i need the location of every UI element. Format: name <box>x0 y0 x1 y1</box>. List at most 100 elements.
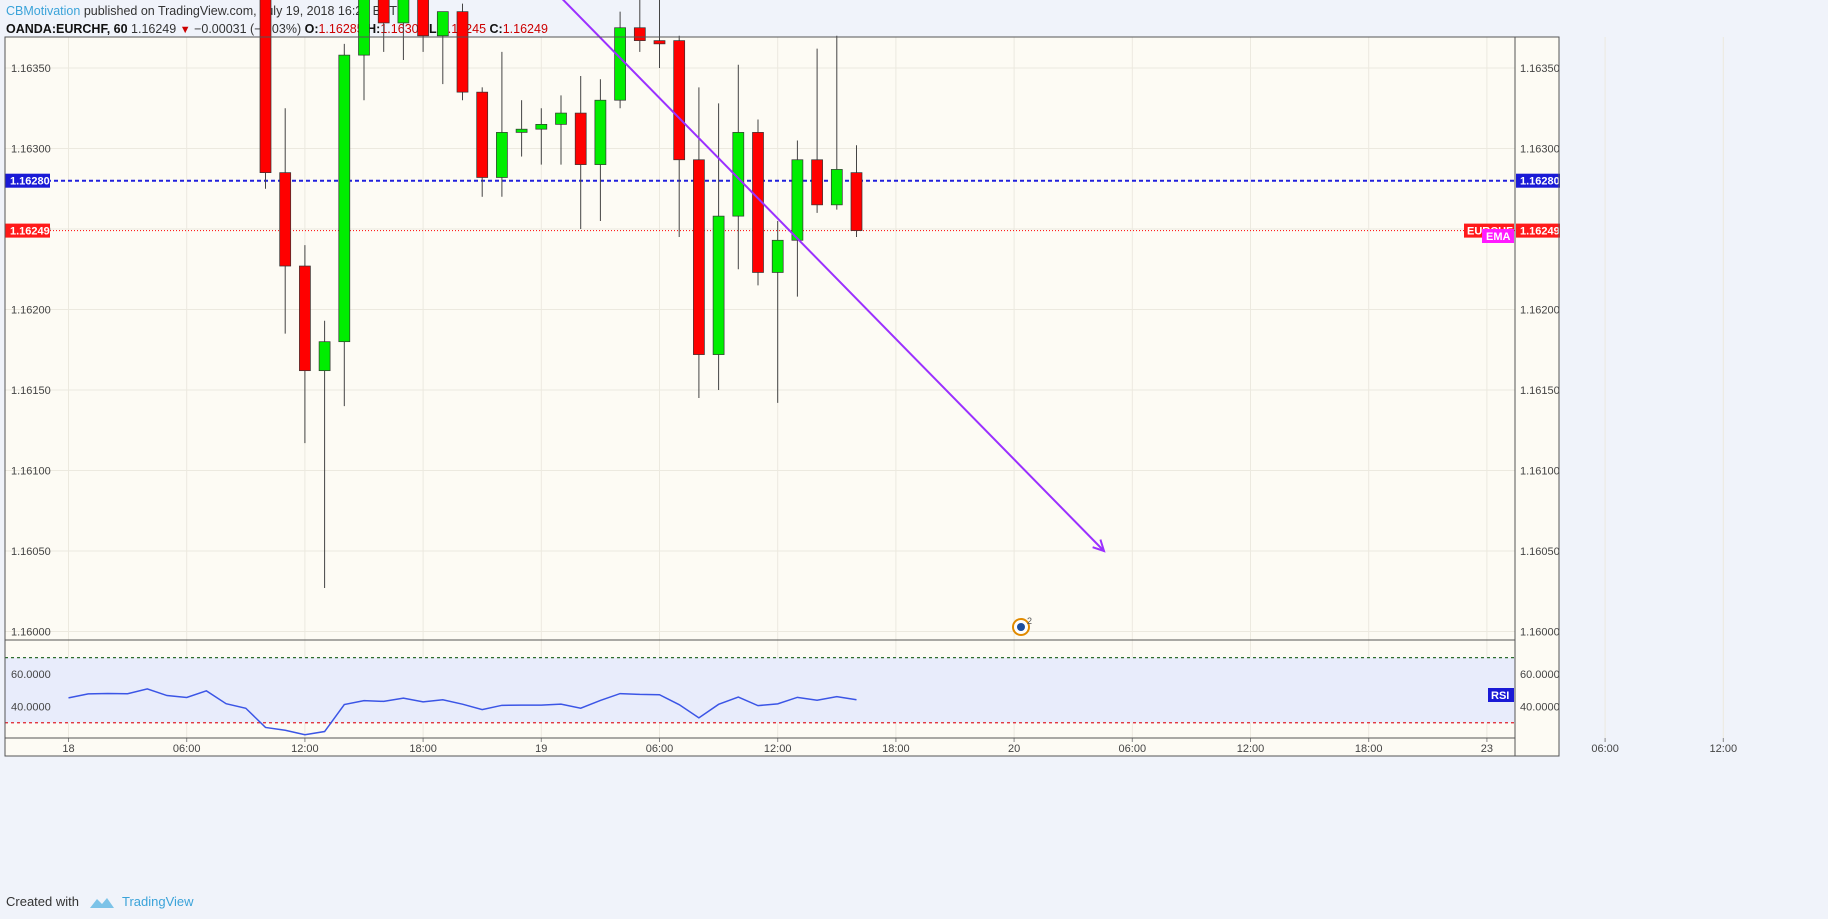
candle-body <box>712 215 725 355</box>
candle-body <box>614 27 626 101</box>
x-tick-label: 06:00 <box>1119 743 1147 755</box>
rsi-tag-bg <box>1488 688 1514 702</box>
ema-tag: EMA <box>1486 231 1511 243</box>
tradingview-link[interactable]: TradingView <box>122 894 194 909</box>
y-tick-label-left: 1.16050 <box>11 546 51 558</box>
close-label: C: <box>489 22 503 36</box>
x-tick-label: 18:00 <box>1355 743 1383 755</box>
x-tick-label: 19 <box>535 743 547 755</box>
rsi-tick-label-right: 60.0000 <box>1520 669 1560 681</box>
candle-body <box>752 132 764 273</box>
x-tick-label: 18:00 <box>409 743 437 755</box>
candle-body <box>535 123 548 130</box>
price-pane-bg <box>5 37 1515 640</box>
y-tick-label-left: 1.16300 <box>11 144 51 156</box>
x-tick-label: 23 <box>1481 743 1493 755</box>
y-tick-label-right: 1.16300 <box>1520 144 1560 156</box>
y-tick-label-right: 1.16000 <box>1520 627 1560 639</box>
level-label-left: 1.16249 <box>10 226 50 238</box>
candle-body <box>259 0 272 174</box>
level-label-right-bg <box>1516 223 1560 238</box>
candle-body <box>653 40 666 45</box>
candle-body <box>732 132 745 217</box>
candle-body <box>811 159 823 206</box>
close-value: 1.16249 <box>502 22 548 36</box>
level-label-left: 1.16280 <box>10 176 50 188</box>
footer: Created with TradingView <box>6 894 194 910</box>
rsi-band <box>5 657 1515 723</box>
candle-body <box>633 27 646 41</box>
symbol-label: OANDA:EURCHF, 60 <box>6 22 128 36</box>
y-tick-label-left: 1.16000 <box>11 627 51 639</box>
rsi-line <box>68 688 857 736</box>
candle-body <box>830 169 843 206</box>
candle-body <box>279 172 292 267</box>
rsi-tick-label-right: 40.0000 <box>1520 701 1560 713</box>
rsi-tick-label-left: 60.0000 <box>11 669 51 681</box>
ema-tag-bg <box>1482 229 1514 243</box>
open-value: 1.16285 <box>318 22 364 36</box>
candle-body <box>574 112 587 165</box>
candle-body <box>377 0 390 24</box>
right-axis-frame <box>1514 36 1560 757</box>
y-tick-label-right: 1.16200 <box>1520 305 1560 317</box>
candle-body <box>496 132 508 178</box>
author-link[interactable]: CBMotivation <box>6 4 81 18</box>
y-tick-label-left: 1.16100 <box>11 466 51 478</box>
x-tick-label: 18 <box>62 743 74 755</box>
candle-body <box>555 112 567 125</box>
x-tick-label: 12:00 <box>1237 743 1265 755</box>
x-tick-label: 06:00 <box>1591 743 1619 755</box>
event-marker-count: 2 <box>1027 616 1032 626</box>
level-label-right: 1.16249 <box>1520 226 1560 238</box>
y-tick-label-left: 1.16200 <box>11 305 51 317</box>
publish-text: published on TradingView.com, July 19, 2… <box>83 4 397 18</box>
candle-body <box>594 99 607 165</box>
time-axis-bg <box>5 738 1515 756</box>
x-tick-label: 18:00 <box>882 743 910 755</box>
down-arrow-icon: ▼ <box>179 24 191 36</box>
candle-body <box>515 128 528 133</box>
y-tick-label-right: 1.16050 <box>1520 546 1560 558</box>
event-marker-core <box>1017 623 1025 631</box>
candle-body <box>358 0 370 56</box>
candle-body <box>417 0 429 37</box>
right-axis-bg <box>1515 37 1559 756</box>
y-tick-label-left: 1.16150 <box>11 385 51 397</box>
candle-body <box>338 54 351 343</box>
publish-info: CBMotivation published on TradingView.co… <box>6 3 397 19</box>
candle-body <box>397 0 410 24</box>
level-label-right-bg <box>1516 173 1560 188</box>
level-label-right: 1.16280 <box>1520 176 1560 188</box>
trendline-arrowhead <box>1092 539 1106 553</box>
candle-body <box>771 239 784 273</box>
rsi-tag: RSI <box>1491 690 1509 702</box>
candle-body <box>299 265 311 372</box>
x-tick-label: 12:00 <box>1710 743 1738 755</box>
y-tick-label-right: 1.16100 <box>1520 466 1560 478</box>
low-label: L: <box>429 22 441 36</box>
x-tick-label: 12:00 <box>764 743 792 755</box>
x-tick-label: 06:00 <box>173 743 201 755</box>
trendline <box>561 0 1105 552</box>
y-tick-label-right: 1.16150 <box>1520 385 1560 397</box>
high-label: H: <box>367 22 381 36</box>
candle-body <box>673 40 686 161</box>
created-with-text: Created with <box>6 894 79 909</box>
y-tick-label-right: 1.16350 <box>1520 63 1560 75</box>
x-tick-label: 12:00 <box>291 743 319 755</box>
grid <box>5 37 1724 738</box>
tradingview-logo-icon <box>89 897 114 908</box>
candle-body <box>436 11 449 37</box>
x-tick-label: 20 <box>1008 743 1020 755</box>
candle-body <box>693 159 705 355</box>
candles <box>259 0 863 589</box>
candle-body <box>456 11 469 93</box>
y-tick-label-left: 1.16350 <box>11 63 51 75</box>
candle-body <box>476 91 489 178</box>
last-price: 1.16249 <box>131 22 177 36</box>
x-tick-label: 06:00 <box>646 743 674 755</box>
candle-body <box>850 172 863 231</box>
price-change: −0.00031 (−0.03%) <box>194 22 302 36</box>
